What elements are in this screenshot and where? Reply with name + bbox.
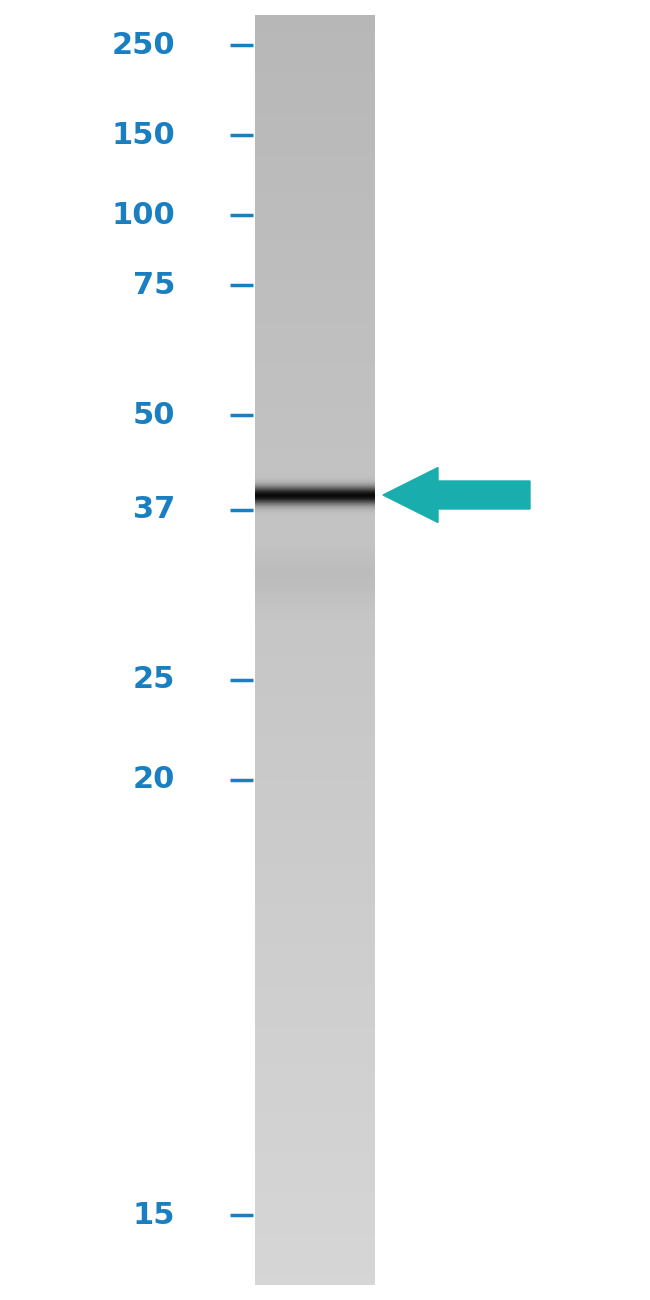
Text: 250: 250	[111, 30, 175, 60]
Text: 100: 100	[111, 200, 175, 230]
Text: 50: 50	[133, 400, 175, 429]
Text: 150: 150	[111, 121, 175, 150]
Text: 75: 75	[133, 270, 175, 299]
Text: 15: 15	[133, 1200, 175, 1230]
Text: 37: 37	[133, 495, 175, 524]
Text: 25: 25	[133, 666, 175, 694]
Text: 20: 20	[133, 766, 175, 794]
FancyArrow shape	[383, 468, 530, 523]
